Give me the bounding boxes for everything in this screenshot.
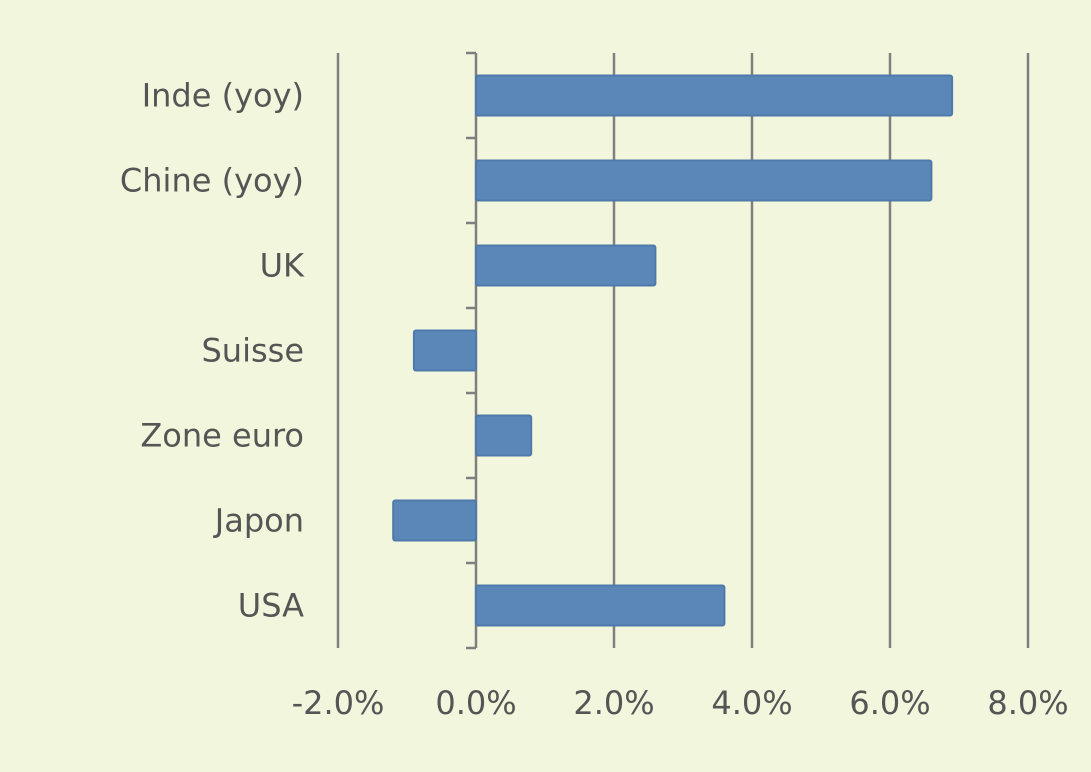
category-label-1: Chine (yoy) (120, 162, 304, 200)
x-tick-labels: -2.0% 0.0% 2.0% 4.0% 6.0% 8.0% (292, 684, 1069, 722)
bars (392, 74, 954, 627)
x-tick-label-5: 8.0% (987, 684, 1068, 722)
category-label-5: Japon (213, 502, 304, 540)
category-label-3: Suisse (201, 332, 304, 370)
bar-3 (412, 329, 477, 372)
bar-0 (475, 74, 954, 117)
category-label-0: Inde (yoy) (142, 77, 304, 115)
x-tick-label-2: 2.0% (573, 684, 654, 722)
category-label-2: UK (260, 247, 305, 285)
x-tick-label-0: -2.0% (292, 684, 385, 722)
bar-5 (392, 499, 478, 542)
bar-2 (475, 244, 657, 287)
category-labels: Inde (yoy) Chine (yoy) UK Suisse Zone euro Ja… (120, 77, 305, 625)
category-label-4: Zone euro (140, 417, 304, 455)
x-tick-label-1: 0.0% (435, 684, 516, 722)
bar-4 (475, 414, 533, 457)
bar-1 (475, 159, 933, 202)
gridlines (336, 53, 1030, 648)
category-label-6: USA (238, 587, 304, 625)
x-tick-label-3: 4.0% (711, 684, 792, 722)
bar-6 (475, 584, 726, 627)
x-tick-label-4: 6.0% (849, 684, 930, 722)
